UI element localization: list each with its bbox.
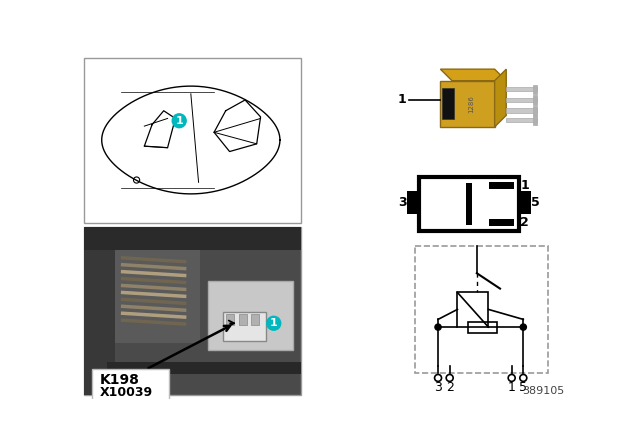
Bar [252, 314, 259, 325]
Bar [489, 181, 514, 189]
Bar [467, 322, 497, 332]
Bar [84, 227, 301, 395]
Bar [506, 98, 537, 102]
Text: 2: 2 [445, 381, 454, 394]
Bar [407, 191, 419, 214]
Circle shape [172, 114, 186, 128]
Bar [442, 88, 454, 119]
Circle shape [435, 324, 441, 330]
Bar [415, 246, 548, 373]
Text: 1: 1 [508, 381, 516, 394]
Bar [466, 183, 472, 225]
Bar [489, 219, 514, 226]
Bar [533, 116, 537, 125]
Polygon shape [440, 81, 495, 127]
Circle shape [267, 316, 281, 330]
Bar [533, 85, 537, 94]
Circle shape [508, 375, 515, 381]
Bar [84, 227, 301, 250]
Bar [239, 314, 246, 325]
Circle shape [446, 375, 453, 381]
Polygon shape [440, 69, 506, 81]
Text: 2: 2 [520, 216, 529, 229]
Polygon shape [495, 69, 506, 127]
Bar [518, 191, 531, 214]
Bar [115, 250, 200, 343]
Text: 1: 1 [520, 179, 529, 192]
Bar [419, 177, 518, 231]
Text: 5: 5 [531, 196, 540, 209]
Bar [533, 95, 537, 104]
Bar [107, 362, 301, 374]
Bar [506, 87, 537, 91]
Text: 1: 1 [397, 94, 406, 107]
Bar [208, 281, 293, 350]
Text: 1: 1 [175, 116, 183, 126]
Circle shape [520, 375, 527, 381]
Text: K198: K198 [99, 373, 140, 387]
Bar [458, 293, 488, 327]
Text: 3: 3 [434, 381, 442, 394]
Bar [223, 312, 266, 341]
Circle shape [435, 375, 442, 381]
Bar [84, 58, 301, 223]
Bar [227, 314, 234, 325]
Circle shape [520, 324, 527, 330]
Text: X10039: X10039 [99, 386, 152, 399]
Text: 1: 1 [270, 318, 278, 328]
Text: 389105: 389105 [522, 386, 564, 396]
Text: 3: 3 [398, 196, 406, 209]
Bar [84, 250, 115, 395]
Bar [506, 118, 537, 122]
Bar [533, 106, 537, 116]
Bar [92, 370, 169, 402]
Bar [506, 108, 537, 113]
Text: 5: 5 [519, 381, 527, 394]
Text: 1286: 1286 [468, 95, 474, 113]
